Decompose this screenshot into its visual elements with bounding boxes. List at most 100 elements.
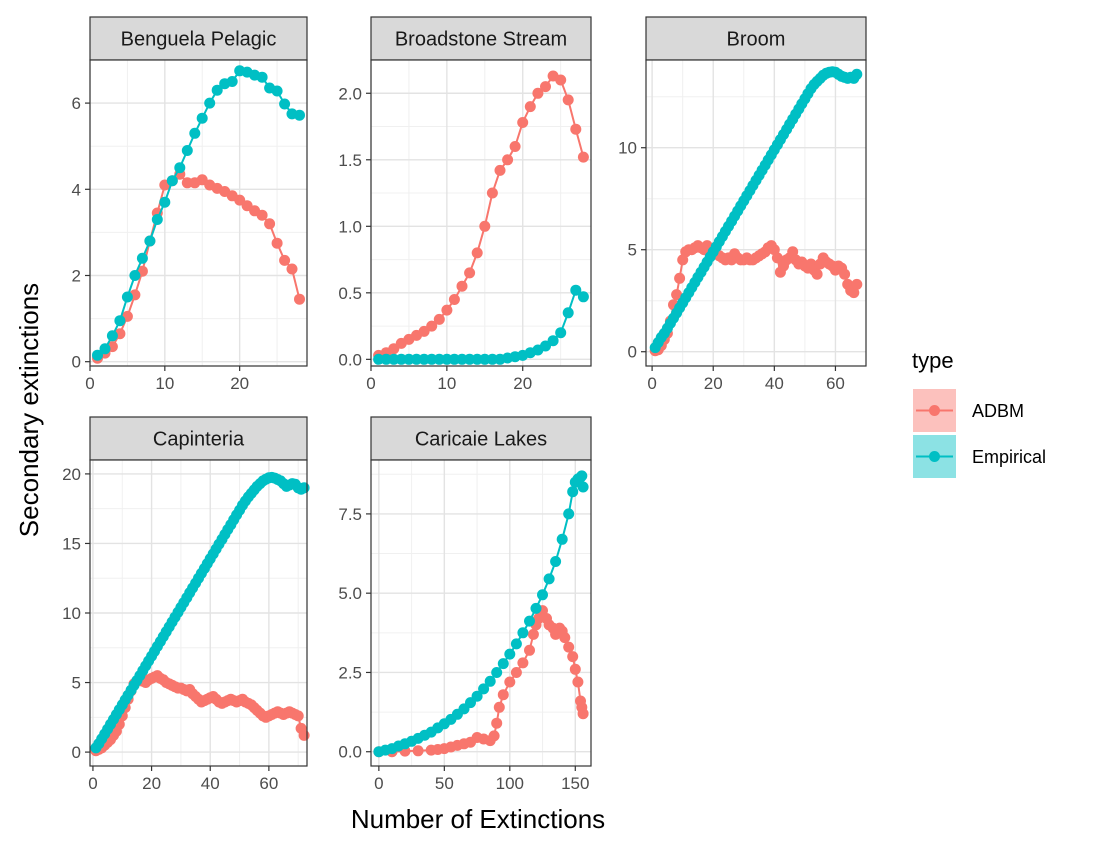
data-point <box>494 164 506 176</box>
data-point <box>189 127 201 139</box>
facet-strip-label: Capinteria <box>153 429 245 451</box>
data-point <box>99 343 111 355</box>
data-point <box>572 676 584 688</box>
data-point <box>129 270 141 281</box>
data-point <box>479 220 491 232</box>
data-point <box>204 97 216 109</box>
data-point <box>555 74 567 86</box>
data-point <box>181 145 193 156</box>
x-tick-label: 0 <box>374 774 383 793</box>
data-point <box>839 268 851 280</box>
data-point <box>517 117 529 128</box>
data-point <box>491 717 503 729</box>
x-tick-label: 10 <box>155 374 174 393</box>
data-point <box>577 291 589 303</box>
panel-border <box>89 59 308 367</box>
x-axis-title: Number of Extinctions <box>351 804 605 834</box>
panel-background <box>646 60 866 366</box>
x-tick-label: 10 <box>437 374 456 393</box>
data-point <box>456 353 468 365</box>
series-line <box>96 69 300 356</box>
data-point <box>671 289 683 301</box>
y-tick-label: 4 <box>72 180 81 199</box>
legend-item-adbm: ADBM <box>913 389 1024 432</box>
x-tick-label: 50 <box>435 774 454 793</box>
data-point <box>559 632 571 644</box>
data-point <box>504 648 516 660</box>
data-point <box>441 304 453 316</box>
data-point <box>577 481 589 493</box>
x-tick-label: 40 <box>765 374 784 393</box>
panel-background <box>371 460 591 766</box>
data-point <box>471 690 483 702</box>
data-point <box>577 708 589 720</box>
facet-panel: Broadstone Stream 0 10 20 0.0 0.5 1.0 1.5 2.0 <box>338 16 592 393</box>
data-point <box>497 689 509 701</box>
panel-border <box>89 459 308 767</box>
x-tick-label: 40 <box>201 774 220 793</box>
data-point <box>464 267 476 279</box>
data-point <box>555 327 567 339</box>
data-point <box>674 272 686 284</box>
data-point <box>491 667 503 678</box>
data-point <box>502 154 514 166</box>
data-point <box>412 745 424 757</box>
y-tick-label: 0.0 <box>338 743 362 762</box>
data-point <box>532 87 544 99</box>
y-tick-label: 0 <box>628 343 637 362</box>
data-point <box>298 729 310 741</box>
data-point <box>106 330 118 342</box>
y-tick-label: 7.5 <box>338 505 362 524</box>
y-tick-label: 15 <box>62 534 81 553</box>
data-point <box>486 187 498 199</box>
data-point <box>488 730 500 742</box>
data-point <box>403 353 415 365</box>
data-point <box>471 247 483 259</box>
y-tick-label: 5 <box>628 241 637 260</box>
data-point <box>811 268 823 280</box>
data-point <box>226 76 238 87</box>
data-point <box>577 151 589 163</box>
y-tick-label: 5.0 <box>338 584 362 603</box>
data-point <box>510 638 522 650</box>
data-point <box>576 470 588 482</box>
data-point <box>550 556 562 567</box>
data-point <box>159 196 171 208</box>
legend-key-point <box>929 405 940 416</box>
y-tick-label: 1.0 <box>338 217 362 236</box>
x-tick-label: 0 <box>88 774 97 793</box>
facet-strip-label: Broom <box>727 29 786 51</box>
data-point <box>524 101 536 113</box>
x-tick-label: 20 <box>230 374 249 393</box>
data-point <box>136 252 148 264</box>
data-point <box>271 237 283 249</box>
data-point <box>411 353 422 365</box>
legend-key-point <box>929 451 940 462</box>
series-empirical <box>649 66 863 354</box>
x-tick-label: 0 <box>366 374 375 393</box>
data-point <box>196 112 208 124</box>
y-tick-label: 0 <box>72 743 81 762</box>
facet-strip <box>370 16 592 61</box>
data-point <box>279 98 291 110</box>
facet-strip <box>89 16 308 61</box>
data-point <box>562 307 574 319</box>
data-point <box>524 644 535 656</box>
data-point <box>151 214 163 225</box>
data-point <box>563 508 575 520</box>
data-point <box>264 218 276 230</box>
data-point <box>433 313 445 325</box>
y-tick-label: 2.0 <box>338 84 362 103</box>
legend-label: ADBM <box>972 401 1024 421</box>
data-point <box>540 81 551 93</box>
x-tick-label: 150 <box>561 774 589 793</box>
data-point <box>380 353 392 365</box>
data-point <box>484 675 496 687</box>
data-point <box>426 320 438 332</box>
panel-border <box>645 59 867 367</box>
series-empirical <box>373 470 589 758</box>
data-point <box>471 353 483 365</box>
data-point <box>174 162 186 174</box>
